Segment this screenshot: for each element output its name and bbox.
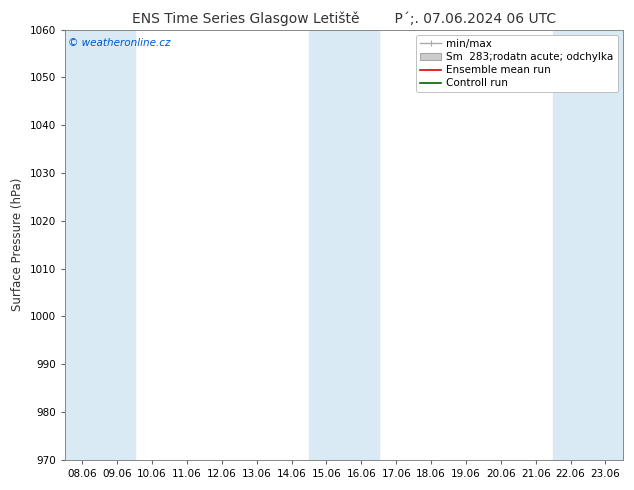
Bar bbox=[553, 29, 588, 460]
Bar bbox=[100, 29, 134, 460]
Title: ENS Time Series Glasgow Letiště        P´;. 07.06.2024 06 UTC: ENS Time Series Glasgow Letiště P´;. 07.… bbox=[132, 11, 556, 25]
Text: © weatheronline.cz: © weatheronline.cz bbox=[68, 38, 171, 48]
Bar bbox=[344, 29, 378, 460]
Bar bbox=[65, 29, 100, 460]
Bar bbox=[309, 29, 344, 460]
Bar bbox=[588, 29, 623, 460]
Y-axis label: Surface Pressure (hPa): Surface Pressure (hPa) bbox=[11, 178, 24, 312]
Legend: min/max, Sm  283;rodatn acute; odchylka, Ensemble mean run, Controll run: min/max, Sm 283;rodatn acute; odchylka, … bbox=[416, 35, 618, 93]
